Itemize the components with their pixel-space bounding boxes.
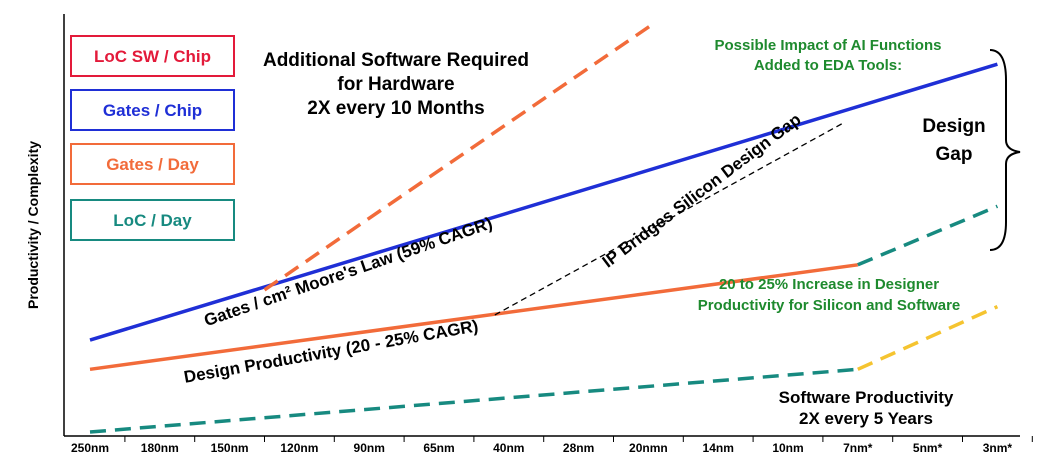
annotation-sw-required-1: for Hardware — [337, 74, 454, 95]
legend-box-3 — [70, 199, 235, 241]
legend-label-0: LoC SW / Chip — [94, 47, 211, 66]
annotation-design-gap-1: Gap — [936, 144, 973, 165]
series-line-software_productivity — [89, 367, 858, 434]
x-tick-group: 250nm 180nm 150nm 120nm 90nm 65nm 40nm 28nm 20nm… — [71, 436, 1033, 455]
annotation-group: Additional Software Required for Hardware… — [182, 37, 985, 428]
x-tick-label: 180nm — [141, 441, 179, 455]
legend: LoC SW / Chip Gates / Chip Gates / Day LoC … — [70, 35, 235, 241]
x-tick-label: 150nm — [211, 441, 249, 455]
series-line-design_productivity — [89, 263, 859, 372]
legend-box-1 — [70, 89, 235, 131]
legend-box-2 — [70, 143, 235, 185]
x-tick-label: 120nm — [280, 441, 318, 455]
x-tick-label: 3nm* — [983, 441, 1013, 455]
legend-box-0 — [70, 35, 235, 77]
series-line-ai_gates — [857, 204, 999, 267]
x-tick-label: 40nm — [493, 441, 524, 455]
annotation-ip-bridges: IP Bridges Silicon Design Gap — [599, 110, 805, 272]
annotation-software-productivity-0: Software Productivity — [779, 388, 954, 407]
x-tick-label: 14nm — [703, 441, 734, 455]
x-tick-label: 250nm — [71, 441, 109, 455]
annotation-design-gap-0: Design — [922, 116, 985, 137]
x-tick-label: 20nmn — [629, 441, 668, 455]
y-axis-label: Productivity / Complexity — [25, 141, 41, 309]
x-tick-label: 10nm — [772, 441, 803, 455]
x-tick-label: 65nm — [423, 441, 454, 455]
x-tick-label: 7nm* — [843, 441, 873, 455]
x-tick-label: 5nm* — [913, 441, 943, 455]
annotation-ai-0: Possible Impact of AI Functions — [715, 37, 942, 54]
legend-label-1: Gates / Chip — [103, 101, 202, 120]
annotation-ai-1: Added to EDA Tools: — [754, 57, 902, 74]
x-tick-label: 90nm — [354, 441, 385, 455]
annotation-designer-increase-1: Productivity for Silicon and Software — [698, 297, 961, 314]
series-line-gates_chip — [89, 62, 998, 342]
legend-label-3: LoC / Day — [113, 211, 192, 230]
series-line-ip_bridge — [494, 122, 845, 316]
x-tick-label: 28nm — [563, 441, 594, 455]
annotation-sw-required-2: 2X every 10 Months — [307, 98, 484, 119]
annotation-designer-increase-0: 20 to 25% Increase in Designer — [719, 276, 939, 293]
annotation-software-productivity-1: 2X every 5 Years — [799, 409, 933, 428]
series-line-sw_required — [263, 20, 657, 292]
legend-label-2: Gates / Day — [106, 155, 199, 174]
annotation-sw-required-0: Additional Software Required — [263, 50, 529, 71]
series-group — [89, 20, 999, 434]
series-line-ai_software — [857, 305, 999, 371]
design-gap-brace — [989, 49, 1021, 251]
